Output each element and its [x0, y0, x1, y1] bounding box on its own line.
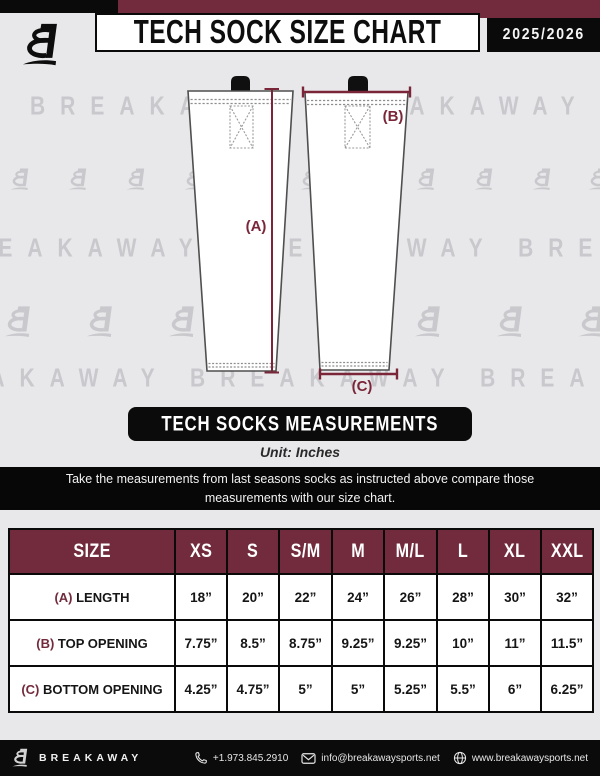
cell-length-sm: 22”	[278, 573, 333, 621]
season-label: 2025/2026	[502, 26, 585, 43]
right-sock-tab	[348, 76, 368, 92]
size-table: SIZE XS S S/M M M/L L XL XXL (A) LENGTH …	[8, 528, 594, 713]
col-header-xl: XL	[488, 528, 542, 575]
phone-icon	[195, 752, 207, 764]
measurements-banner-label: TECH SOCKS MEASUREMENTS	[161, 411, 439, 436]
row-label-length: (A) LENGTH	[8, 573, 176, 621]
footer-logo: BREAKAWAY	[12, 747, 142, 769]
cell-length-s: 20”	[226, 573, 280, 621]
col-header-sm: S/M	[278, 528, 333, 575]
footer-brand-name: BREAKAWAY	[39, 752, 143, 764]
instruction-bar: Take the measurements from last seasons …	[0, 467, 600, 510]
globe-icon	[453, 751, 466, 765]
breakaway-logo-icon	[22, 19, 68, 71]
cell-bottom-m: 5”	[331, 665, 385, 713]
cell-length-xxl: 32”	[540, 573, 594, 621]
footer-phone: +1.973.845.2910	[194, 751, 288, 765]
footer-email-text: info@breakawaysports.net	[321, 752, 440, 764]
watermark-text-row: BREAKAWAY BREAKAWAY BREAKAWAY	[30, 92, 600, 121]
page-title: TECH SOCK SIZE CHART	[133, 13, 442, 51]
cell-bottom-xs: 4.25”	[174, 665, 228, 713]
cell-length-l: 28”	[436, 573, 490, 621]
col-header-ml: M/L	[383, 528, 438, 575]
cell-length-xs: 18”	[174, 573, 228, 621]
footer-contacts: +1.973.845.2910 info@breakawaysports.net…	[194, 751, 588, 765]
cell-top-xxl: 11.5”	[540, 619, 594, 667]
footer-email: info@breakawaysports.net	[301, 752, 440, 765]
table-row-top-opening: (B) TOP OPENING 7.75” 8.5” 8.75” 9.25” 9…	[8, 619, 594, 667]
cell-top-s: 8.5”	[226, 619, 280, 667]
cell-top-xs: 7.75”	[174, 619, 228, 667]
footer-bar: BREAKAWAY +1.973.845.2910 info@breakaway…	[0, 740, 600, 776]
col-header-xs: XS	[174, 528, 228, 575]
table-row-bottom-opening: (C) BOTTOM OPENING 4.25” 4.75” 5” 5” 5.2…	[8, 665, 594, 713]
cell-bottom-s: 4.75”	[226, 665, 280, 713]
cell-bottom-xxl: 6.25”	[540, 665, 594, 713]
cell-length-xl: 30”	[488, 573, 542, 621]
left-sock-tab	[231, 76, 250, 92]
col-header-l: L	[436, 528, 490, 575]
table-header-row: SIZE XS S S/M M M/L L XL XXL	[8, 528, 594, 575]
row-label-top-opening: (B) TOP OPENING	[8, 619, 176, 667]
footer-website-text: www.breakawaysports.net	[471, 752, 588, 764]
watermark-text-row: BREAKAWAY BREAKAWAY BREAKAWAY	[0, 234, 600, 263]
page-title-box: TECH SOCK SIZE CHART	[95, 13, 480, 52]
cell-length-m: 24”	[331, 573, 385, 621]
watermark-text-row: BREAKAWAY BREAKAWAY BREAKAWAY	[0, 364, 600, 393]
cell-length-ml: 26”	[383, 573, 438, 621]
cell-top-m: 9.25”	[331, 619, 385, 667]
footer-phone-text: +1.973.845.2910	[212, 752, 289, 764]
cell-top-xl: 11”	[488, 619, 542, 667]
row-label-bottom-opening: (C) BOTTOM OPENING	[8, 665, 176, 713]
measurements-banner: TECH SOCKS MEASUREMENTS	[128, 407, 472, 441]
label-a: (A)	[246, 218, 267, 235]
unit-label: Unit: Inches	[259, 444, 341, 460]
col-header-xxl: XXL	[540, 528, 594, 575]
instruction-text: Take the measurements from last seasons …	[65, 471, 535, 505]
col-header-s: S	[226, 528, 280, 575]
cell-bottom-sm: 5”	[278, 665, 333, 713]
cell-bottom-l: 5.5”	[436, 665, 490, 713]
season-badge: 2025/2026	[487, 18, 600, 52]
col-header-size: SIZE	[8, 528, 176, 575]
cell-bottom-xl: 6”	[488, 665, 542, 713]
cell-top-sm: 8.75”	[278, 619, 333, 667]
cell-top-ml: 9.25”	[383, 619, 438, 667]
cell-bottom-ml: 5.25”	[383, 665, 438, 713]
col-header-m: M	[331, 528, 385, 575]
footer-website: www.breakawaysports.net	[453, 751, 588, 765]
envelope-icon	[301, 752, 316, 764]
header-black-strip	[0, 0, 118, 13]
table-row-length: (A) LENGTH 18” 20” 22” 24” 26” 28” 30” 3…	[8, 573, 594, 621]
cell-top-l: 10”	[436, 619, 490, 667]
breakaway-monogram-icon	[12, 747, 32, 769]
